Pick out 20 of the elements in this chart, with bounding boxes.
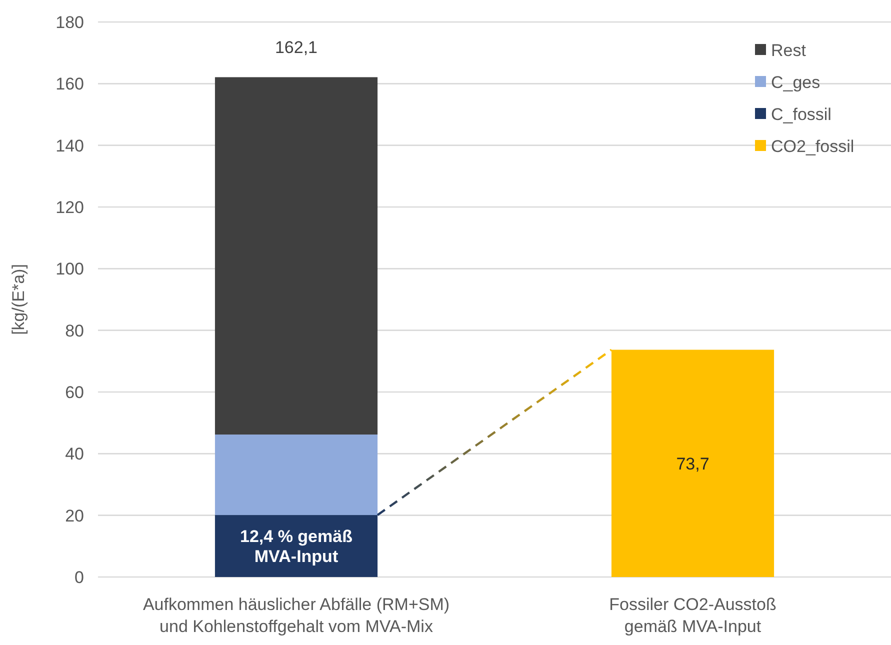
legend-label: Rest: [771, 40, 806, 60]
legend-label: C_ges: [771, 72, 820, 92]
y-tick-label: 100: [56, 260, 84, 279]
y-tick-label: 60: [65, 382, 84, 402]
y-tick-label: 120: [56, 198, 84, 217]
y-tick-label: 140: [56, 136, 84, 156]
data-label: 73,7: [676, 454, 710, 474]
x-tick-label: Fossiler CO2-Ausstoß gemäß MVA-Input: [609, 595, 776, 636]
legend-label: CO2_fossil: [771, 136, 854, 156]
y-tick-label: 0: [74, 568, 84, 587]
y-axis-title: [kg/(E*a)]: [9, 264, 28, 335]
y-tick-label: 20: [65, 506, 84, 526]
y-tick-label: 40: [65, 444, 84, 464]
y-tick-label: 80: [65, 321, 84, 340]
x-tick-label: Aufkommen häuslicher Abfälle (RM+SM) und Kohlenstoffgehalt vom MVA-Mix: [142, 595, 450, 636]
y-tick-label: 180: [56, 12, 84, 32]
annotation: 12,4 % gemäß MVA-Input: [240, 526, 352, 566]
y-tick-label: 160: [56, 74, 84, 94]
legend-label: C_fossil: [771, 104, 832, 124]
total-label: 162,1: [274, 38, 318, 58]
